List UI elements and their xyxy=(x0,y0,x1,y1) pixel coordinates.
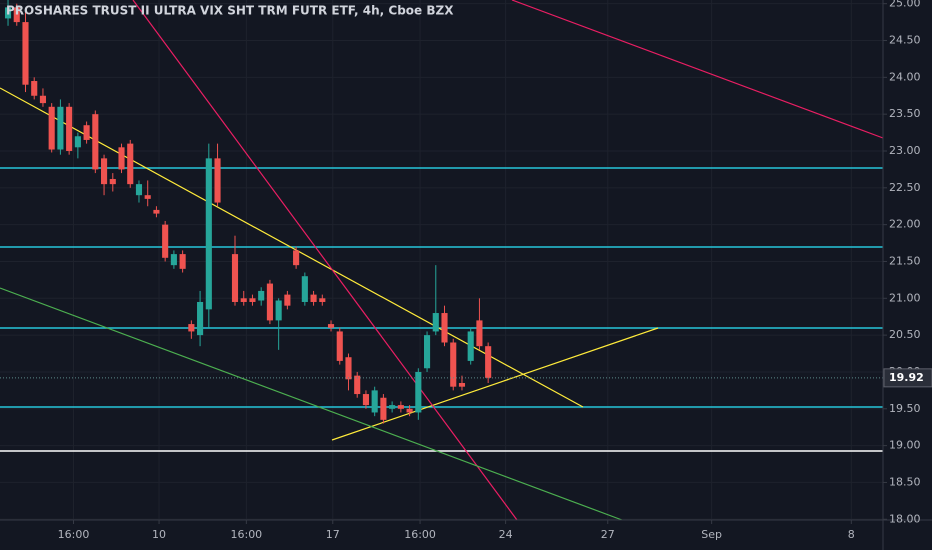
candle-body xyxy=(327,324,335,328)
candle-body xyxy=(284,294,291,306)
candle-body xyxy=(467,331,474,361)
y-tick-label: 20.50 xyxy=(889,328,921,341)
candle-body xyxy=(144,195,151,199)
y-tick-label: 19.50 xyxy=(889,402,921,415)
candle-body xyxy=(476,320,483,347)
candle-body xyxy=(66,106,73,151)
candle-body xyxy=(22,22,29,85)
candle-body xyxy=(205,158,212,310)
y-tick-label: 21.00 xyxy=(889,291,921,304)
candle-body xyxy=(74,136,81,148)
chart-title: PROSHARES TRUST II ULTRA VIX SHT TRM FUT… xyxy=(6,4,454,18)
x-tick-label: 16:00 xyxy=(58,528,90,541)
candle-body xyxy=(135,184,143,196)
candle-body xyxy=(240,298,247,302)
candle-body xyxy=(4,7,12,19)
x-tick-label: 16:00 xyxy=(404,528,436,541)
grid xyxy=(0,0,883,520)
y-tick-label: 23.00 xyxy=(889,144,921,157)
x-tick-label: Sep xyxy=(701,528,722,541)
candles xyxy=(0,0,883,424)
candle-body xyxy=(231,254,239,302)
candle-body xyxy=(170,254,177,266)
candle-body xyxy=(485,346,492,378)
y-tick-label: 22.00 xyxy=(889,218,921,231)
candle-body xyxy=(101,158,108,185)
axes: 18.0018.5019.0019.5020.0020.5021.0021.50… xyxy=(58,0,932,541)
candle-body xyxy=(380,397,387,420)
candle-body xyxy=(214,158,221,203)
y-tick-label: 22.50 xyxy=(889,181,921,194)
trend-line xyxy=(0,287,623,521)
x-tick-label: 27 xyxy=(601,528,615,541)
candle-body xyxy=(275,300,282,321)
candle-body xyxy=(57,106,64,150)
candle-body xyxy=(31,81,38,96)
candle-body xyxy=(39,95,47,104)
candle-body xyxy=(179,254,186,269)
candle-body xyxy=(118,147,125,170)
candle-body xyxy=(301,276,308,302)
x-tick-label: 10 xyxy=(152,528,166,541)
x-tick-label: 24 xyxy=(499,528,513,541)
y-tick-label: 25.00 xyxy=(889,0,921,10)
candle-body xyxy=(127,143,134,185)
candle-body xyxy=(109,178,116,185)
candle-body xyxy=(406,408,413,413)
candle-body xyxy=(336,331,343,361)
trend-line xyxy=(511,0,884,139)
last-price-box xyxy=(883,368,932,388)
last-price-label: 19.92 xyxy=(889,371,924,384)
candle-body xyxy=(92,114,99,170)
candle-body xyxy=(319,298,326,302)
candle-body xyxy=(188,324,195,332)
candle-body xyxy=(354,375,361,395)
candle-body xyxy=(310,294,317,302)
y-tick-label: 19.00 xyxy=(889,439,921,452)
candle-body xyxy=(13,7,20,23)
x-tick-label: 16:00 xyxy=(230,528,262,541)
candle-body xyxy=(153,209,160,214)
candle-body xyxy=(371,390,378,413)
candle-body xyxy=(197,301,204,336)
candle-body xyxy=(415,371,422,413)
candle-body xyxy=(441,313,448,343)
candle-body xyxy=(397,405,404,409)
y-tick-label: 24.50 xyxy=(889,34,921,47)
candle-body xyxy=(458,383,466,387)
y-tick-label: 24.00 xyxy=(889,70,921,83)
candle-body xyxy=(423,335,431,369)
candle-body xyxy=(450,342,457,387)
candle-body xyxy=(266,283,273,321)
x-tick-label: 17 xyxy=(326,528,340,541)
time-axis xyxy=(0,520,932,550)
y-tick-label: 23.50 xyxy=(889,107,921,120)
candle-body xyxy=(293,250,300,266)
y-tick-label: 21.50 xyxy=(889,254,921,267)
y-tick-label: 18.00 xyxy=(889,512,921,525)
candle-body xyxy=(389,405,396,409)
candle-body xyxy=(258,290,265,301)
candle-body xyxy=(345,357,352,380)
candle-body xyxy=(83,125,90,140)
y-tick-label: 18.50 xyxy=(889,475,921,488)
trend-line xyxy=(331,327,659,441)
candle-body xyxy=(162,224,169,258)
candle-body xyxy=(48,106,55,150)
candle-body xyxy=(362,394,370,406)
candle-body xyxy=(249,298,256,302)
price-axis xyxy=(883,0,932,550)
x-tick-label: 8 xyxy=(848,528,855,541)
trend-line xyxy=(132,0,518,521)
candle-body xyxy=(432,313,439,332)
